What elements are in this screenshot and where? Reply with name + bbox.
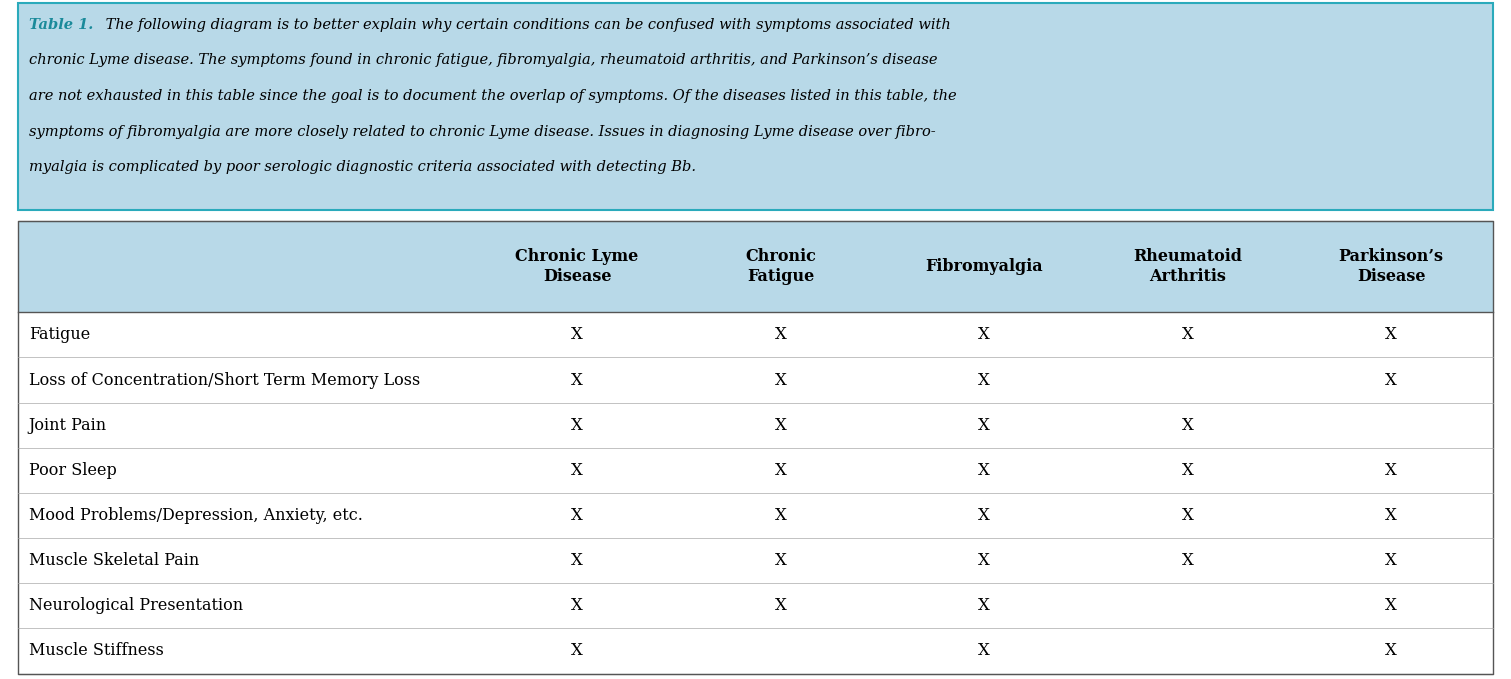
FancyBboxPatch shape	[18, 221, 1493, 312]
Text: Muscle Skeletal Pain: Muscle Skeletal Pain	[29, 552, 199, 569]
Text: Neurological Presentation: Neurological Presentation	[29, 598, 243, 614]
Text: X: X	[1386, 552, 1398, 569]
Text: X: X	[571, 462, 583, 479]
Text: X: X	[1182, 507, 1194, 524]
Text: Joint Pain: Joint Pain	[29, 417, 107, 434]
Text: Mood Problems/Depression, Anxiety, etc.: Mood Problems/Depression, Anxiety, etc.	[29, 507, 363, 524]
Text: Fatigue: Fatigue	[29, 327, 91, 344]
Text: X: X	[571, 598, 583, 614]
Text: Chronic Lyme
Disease: Chronic Lyme Disease	[515, 248, 639, 285]
Text: Poor Sleep: Poor Sleep	[29, 462, 116, 479]
Text: X: X	[1386, 462, 1398, 479]
Text: X: X	[1386, 642, 1398, 659]
Text: X: X	[1386, 327, 1398, 344]
Text: X: X	[978, 642, 990, 659]
Text: X: X	[978, 327, 990, 344]
Text: X: X	[775, 327, 787, 344]
Text: Rheumatoid
Arthritis: Rheumatoid Arthritis	[1133, 248, 1242, 285]
Text: X: X	[1182, 552, 1194, 569]
Text: X: X	[1182, 462, 1194, 479]
Text: X: X	[1386, 507, 1398, 524]
Text: Loss of Concentration/Short Term Memory Loss: Loss of Concentration/Short Term Memory …	[29, 371, 420, 388]
Text: X: X	[978, 598, 990, 614]
Text: X: X	[571, 642, 583, 659]
Text: X: X	[571, 507, 583, 524]
Text: X: X	[571, 327, 583, 344]
FancyBboxPatch shape	[18, 3, 1493, 210]
Text: X: X	[1386, 371, 1398, 388]
Text: X: X	[1182, 327, 1194, 344]
Text: X: X	[1386, 598, 1398, 614]
Text: Fibromyalgia: Fibromyalgia	[925, 258, 1043, 275]
Text: X: X	[775, 552, 787, 569]
Text: X: X	[571, 417, 583, 434]
Text: chronic Lyme disease. The symptoms found in chronic fatigue, fibromyalgia, rheum: chronic Lyme disease. The symptoms found…	[29, 54, 937, 67]
Text: X: X	[571, 552, 583, 569]
Text: X: X	[978, 462, 990, 479]
Text: symptoms of fibromyalgia are more closely related to chronic Lyme disease. Issue: symptoms of fibromyalgia are more closel…	[29, 125, 935, 139]
FancyBboxPatch shape	[18, 312, 1493, 674]
Text: X: X	[978, 507, 990, 524]
Text: X: X	[775, 462, 787, 479]
Text: X: X	[775, 371, 787, 388]
Text: X: X	[978, 371, 990, 388]
Text: X: X	[775, 507, 787, 524]
Text: are not exhausted in this table since the goal is to document the overlap of sym: are not exhausted in this table since th…	[29, 89, 956, 103]
Text: X: X	[978, 552, 990, 569]
Text: X: X	[978, 417, 990, 434]
Text: Chronic
Fatigue: Chronic Fatigue	[745, 248, 816, 285]
Text: Muscle Stiffness: Muscle Stiffness	[29, 642, 163, 659]
Text: X: X	[571, 371, 583, 388]
Text: Parkinson’s
Disease: Parkinson’s Disease	[1339, 248, 1443, 285]
Text: X: X	[1182, 417, 1194, 434]
Text: The following diagram is to better explain why certain conditions can be confuse: The following diagram is to better expla…	[101, 18, 950, 32]
Text: X: X	[775, 417, 787, 434]
Text: Table 1.: Table 1.	[29, 18, 94, 32]
Text: myalgia is complicated by poor serologic diagnostic criteria associated with det: myalgia is complicated by poor serologic…	[29, 160, 695, 175]
Text: X: X	[775, 598, 787, 614]
